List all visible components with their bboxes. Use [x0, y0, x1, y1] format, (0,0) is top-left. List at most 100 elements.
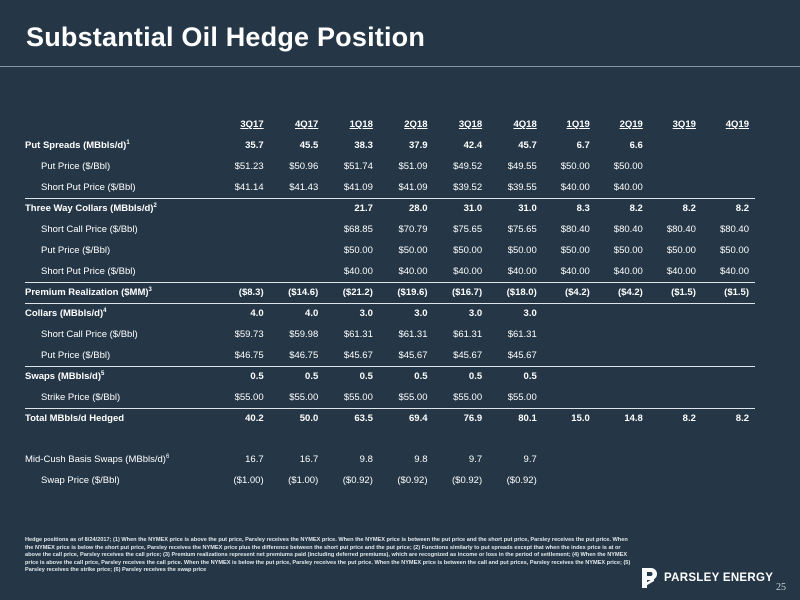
table-cell: $80.40 — [666, 224, 696, 235]
column-header: 4Q19 — [725, 119, 749, 130]
table-cell: $55.00 — [378, 387, 434, 409]
table-cell: $46.75 — [215, 345, 270, 367]
table-cell: $49.52 — [453, 161, 483, 172]
row-label-text: Collars (MBbls/d) — [25, 308, 104, 320]
table-cell: ($1.00) — [288, 475, 319, 486]
table-cell — [649, 366, 702, 387]
row-label-text: Short Put Price ($/Bbl) — [41, 181, 136, 193]
row-label-text: Mid-Cush Basis Swaps (MBbls/d) — [25, 454, 166, 466]
table-cell: $80.40 — [719, 224, 749, 235]
table-cell — [215, 261, 270, 283]
table-cell: $75.65 — [507, 224, 537, 235]
table-cell: $45.67 — [324, 345, 379, 367]
row-label: Total MBbls/d Hedged — [25, 408, 215, 429]
table-cell — [701, 345, 755, 367]
table-cell — [702, 366, 755, 387]
column-header: 2Q19 — [619, 119, 643, 130]
table-cell: $55.00 — [488, 387, 543, 409]
table-cell: $50.00 — [613, 245, 643, 256]
table-cell: $41.43 — [269, 177, 325, 199]
table-cell: $61.31 — [343, 329, 373, 340]
table-cell — [649, 449, 702, 470]
table-cell: 0.5 — [523, 371, 537, 383]
table-cell: 0.5 — [305, 371, 319, 383]
table-row: Three Way Collars (MBbls/d)2 21.7 28.0 31.0… — [25, 198, 755, 219]
table-cell: $45.67 — [488, 345, 543, 367]
table-cell: ($0.92) — [452, 475, 483, 486]
footnote: Hedge positions as of 8/24/2017; (1) Whe… — [25, 537, 631, 574]
table-cell — [649, 324, 702, 345]
table-cell: $51.74 — [343, 161, 373, 172]
table-cell: 35.7 — [245, 140, 264, 151]
row-label-text: Short Call Price ($/Bbl) — [41, 224, 138, 235]
table-cell: 8.3 — [576, 203, 590, 215]
table-cell — [596, 449, 649, 470]
table-row: Short Call Price ($/Bbl) $68.85 $70.79 $75.… — [25, 219, 755, 240]
table-cell — [701, 387, 755, 409]
table-cell: $41.14 — [215, 177, 270, 199]
table-cell: 15.0 — [571, 413, 590, 425]
table-cell — [648, 177, 702, 199]
row-label-text: Put Spreads (MBbls/d) — [25, 140, 127, 152]
table-cell — [215, 240, 270, 261]
table-cell: ($0.92) — [397, 475, 428, 486]
table-cell: 3.0 — [414, 308, 428, 320]
row-label: Short Put Price ($/Bbl) — [25, 261, 215, 283]
table-cell — [596, 324, 649, 345]
table-row: Swap Price ($/Bbl) ($1.00) ($1.00) ($0.92) (… — [25, 470, 755, 491]
table-cell: $61.31 — [453, 329, 483, 340]
table-cell: 45.7 — [518, 140, 537, 151]
table-cell — [648, 387, 702, 409]
table-cell — [702, 449, 755, 470]
table-cell: $50.00 — [343, 245, 373, 256]
table-cell — [702, 135, 755, 156]
table-cell: 76.9 — [463, 413, 483, 425]
table-cell — [702, 324, 755, 345]
table-cell: $80.40 — [613, 224, 643, 235]
table-cell — [215, 429, 270, 449]
row-label-text: Put Price ($/Bbl) — [41, 349, 111, 361]
row-label-text: Total MBbls/d Hedged — [25, 413, 125, 425]
table-row: Put Price ($/Bbl) $50.00 $50.00 $50.00 $50.0… — [25, 240, 755, 261]
table-cell: 0.5 — [414, 371, 428, 383]
column-header: 4Q18 — [513, 119, 537, 130]
table-cell: $55.00 — [215, 387, 270, 409]
table-cell — [542, 345, 596, 367]
table-cell: 9.8 — [414, 454, 428, 465]
table-cell — [702, 429, 755, 449]
footnote-marker: 6 — [165, 453, 170, 460]
table-cell — [702, 470, 755, 491]
table-row: Short Call Price ($/Bbl) $59.73 $59.98 $61.… — [25, 324, 755, 345]
table-cell: 14.8 — [624, 413, 643, 425]
table-cell — [596, 429, 649, 449]
table-cell: $46.75 — [269, 345, 325, 367]
row-label-text: Premium Realization ($MM) — [25, 287, 149, 299]
table-cell: $55.00 — [433, 387, 489, 409]
table-cell: 8.2 — [735, 203, 749, 215]
hedge-table: 3Q17 4Q17 1Q18 2Q18 3Q18 4Q18 1Q19 2Q19 3Q19 4Q19… — [25, 114, 755, 491]
table-cell: $40.00 — [542, 177, 596, 199]
row-label: Three Way Collars (MBbls/d)2 — [25, 198, 215, 219]
row-label: Swaps (MBbls/d)5 — [25, 366, 215, 387]
table-cell — [596, 470, 649, 491]
table-cell: 8.2 — [682, 413, 696, 425]
table-cell: $70.79 — [398, 224, 428, 235]
row-label: Collars (MBbls/d)4 — [25, 303, 215, 324]
table-cell: $40.00 — [378, 261, 434, 283]
column-header: 3Q17 — [240, 119, 264, 130]
row-label: Strike Price ($/Bbl) — [25, 387, 215, 409]
table-cell: 4.0 — [250, 308, 264, 320]
row-label: Put Price ($/Bbl) — [25, 240, 215, 261]
table-cell — [543, 470, 596, 491]
table-row: Swaps (MBbls/d)5 0.5 0.5 0.5 0.5 0.5 0.5 — [25, 366, 755, 387]
table-cell: 21.7 — [354, 203, 373, 215]
table-cell: ($8.3) — [215, 282, 270, 304]
row-label-text: Short Put Price ($/Bbl) — [41, 265, 136, 277]
row-label-text: Three Way Collars (MBbls/d) — [25, 203, 154, 215]
table-cell: 40.2 — [245, 413, 264, 425]
table-row: Short Put Price ($/Bbl) $40.00 $40.00 $40.0… — [25, 261, 755, 283]
table-cell: $50.00 — [666, 245, 696, 256]
table-cell: $41.09 — [378, 177, 434, 199]
table-cell — [649, 303, 702, 324]
table-cell — [596, 303, 649, 324]
